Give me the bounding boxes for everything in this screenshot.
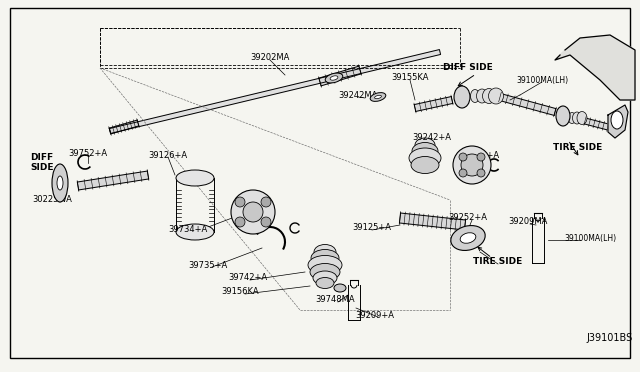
Ellipse shape (311, 250, 339, 266)
Text: 39209MA: 39209MA (508, 218, 548, 227)
Ellipse shape (460, 233, 476, 243)
Polygon shape (399, 213, 465, 230)
Ellipse shape (459, 153, 467, 161)
Ellipse shape (568, 112, 576, 124)
Ellipse shape (52, 164, 68, 202)
Ellipse shape (370, 93, 386, 102)
Ellipse shape (261, 197, 271, 207)
Ellipse shape (314, 244, 336, 260)
Polygon shape (414, 97, 452, 112)
Text: 39209+A: 39209+A (355, 311, 394, 320)
Ellipse shape (415, 138, 435, 152)
Ellipse shape (334, 284, 346, 292)
Text: TIRE SIDE: TIRE SIDE (554, 144, 603, 153)
Ellipse shape (577, 112, 587, 125)
Ellipse shape (470, 90, 479, 103)
Ellipse shape (477, 89, 488, 103)
Text: DIFF SIDE: DIFF SIDE (443, 64, 493, 73)
Text: 39252+A: 39252+A (449, 214, 488, 222)
Ellipse shape (461, 154, 483, 176)
Text: 39155KA: 39155KA (391, 74, 429, 83)
Polygon shape (608, 105, 628, 138)
Ellipse shape (451, 225, 485, 250)
Text: 39234+A: 39234+A (460, 151, 500, 160)
Polygon shape (584, 118, 609, 130)
Ellipse shape (310, 263, 340, 280)
Polygon shape (109, 120, 139, 134)
Ellipse shape (453, 146, 491, 184)
Text: 39125+A: 39125+A (353, 224, 392, 232)
Ellipse shape (409, 148, 441, 168)
Polygon shape (109, 49, 440, 134)
Ellipse shape (243, 202, 263, 222)
Text: 39100MA(LH): 39100MA(LH) (516, 76, 568, 84)
Text: 39735+A: 39735+A (188, 260, 228, 269)
Text: 39748MA: 39748MA (315, 295, 355, 305)
Ellipse shape (488, 88, 504, 104)
Text: TIRE SIDE: TIRE SIDE (474, 257, 523, 266)
Text: 39202MA: 39202MA (250, 54, 290, 62)
Ellipse shape (313, 271, 337, 285)
Ellipse shape (556, 106, 570, 126)
Text: 39242MA: 39242MA (339, 90, 378, 99)
Ellipse shape (411, 157, 439, 173)
Ellipse shape (477, 169, 485, 177)
Ellipse shape (316, 278, 334, 289)
Ellipse shape (483, 89, 495, 103)
Ellipse shape (611, 111, 623, 129)
Text: 39734+A: 39734+A (168, 225, 207, 234)
Ellipse shape (374, 95, 381, 99)
Polygon shape (555, 35, 635, 100)
Text: 39100MA(LH): 39100MA(LH) (564, 234, 616, 243)
Ellipse shape (176, 224, 214, 240)
Text: 39242+A: 39242+A (413, 134, 451, 142)
Text: 39752+A: 39752+A (68, 148, 108, 157)
Ellipse shape (57, 176, 63, 190)
Ellipse shape (235, 197, 245, 207)
Text: 30225WA: 30225WA (32, 196, 72, 205)
Ellipse shape (308, 256, 342, 275)
Ellipse shape (459, 169, 467, 177)
Polygon shape (499, 94, 556, 115)
Ellipse shape (261, 217, 271, 227)
Ellipse shape (412, 142, 438, 160)
Text: 39156KA: 39156KA (221, 288, 259, 296)
Polygon shape (77, 171, 148, 190)
Text: SIDE: SIDE (30, 163, 54, 171)
Ellipse shape (235, 217, 245, 227)
Text: DIFF: DIFF (31, 153, 54, 161)
Ellipse shape (454, 86, 470, 108)
Ellipse shape (176, 170, 214, 186)
Ellipse shape (573, 112, 582, 124)
Ellipse shape (325, 73, 343, 83)
Text: 39126+A: 39126+A (148, 151, 188, 160)
Ellipse shape (231, 190, 275, 234)
Ellipse shape (477, 153, 485, 161)
Polygon shape (319, 66, 361, 86)
Text: 39742+A: 39742+A (228, 273, 268, 282)
Text: J39101BS: J39101BS (587, 333, 633, 343)
Ellipse shape (330, 76, 338, 80)
